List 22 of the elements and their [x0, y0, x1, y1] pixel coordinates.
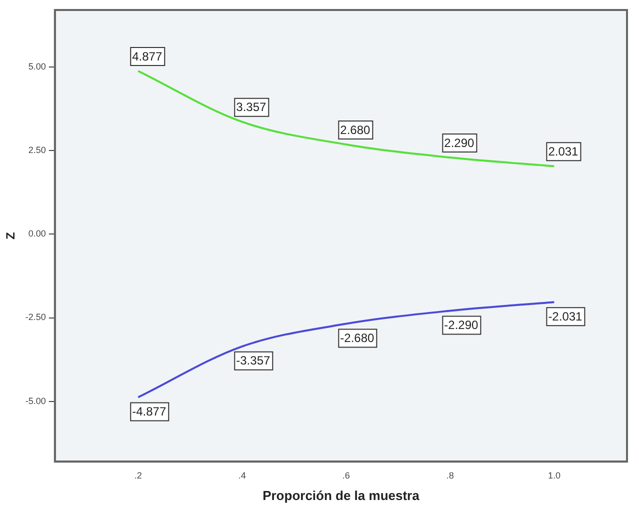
y-tick-label: -2.50 [25, 312, 46, 322]
data-label: 2.680 [340, 122, 371, 137]
data-label: -2.680 [340, 331, 375, 346]
x-axis-title: Proporción de la muestra [262, 488, 420, 503]
y-axis-title: Z [4, 232, 18, 240]
data-label: -3.357 [236, 354, 270, 368]
x-tick-label: .2 [134, 470, 142, 480]
x-tick-label: .8 [446, 470, 454, 480]
x-tick-label: .4 [238, 470, 246, 480]
y-tick-label: 5.00 [28, 61, 46, 72]
data-label: 2.031 [548, 144, 579, 158]
data-label: 3.357 [236, 100, 266, 114]
y-tick-label: 2.50 [28, 144, 46, 155]
data-label: -4.877 [132, 404, 166, 419]
data-label: -2.290 [444, 318, 479, 332]
data-label: 2.290 [444, 136, 475, 150]
data-label: 4.877 [132, 49, 162, 64]
x-tick-label: 1.0 [548, 470, 560, 480]
y-tick-label: 0.00 [28, 228, 46, 239]
y-tick-label: -5.00 [25, 396, 46, 406]
x-tick-label: .6 [342, 470, 350, 480]
data-label: -2.031 [548, 309, 583, 324]
